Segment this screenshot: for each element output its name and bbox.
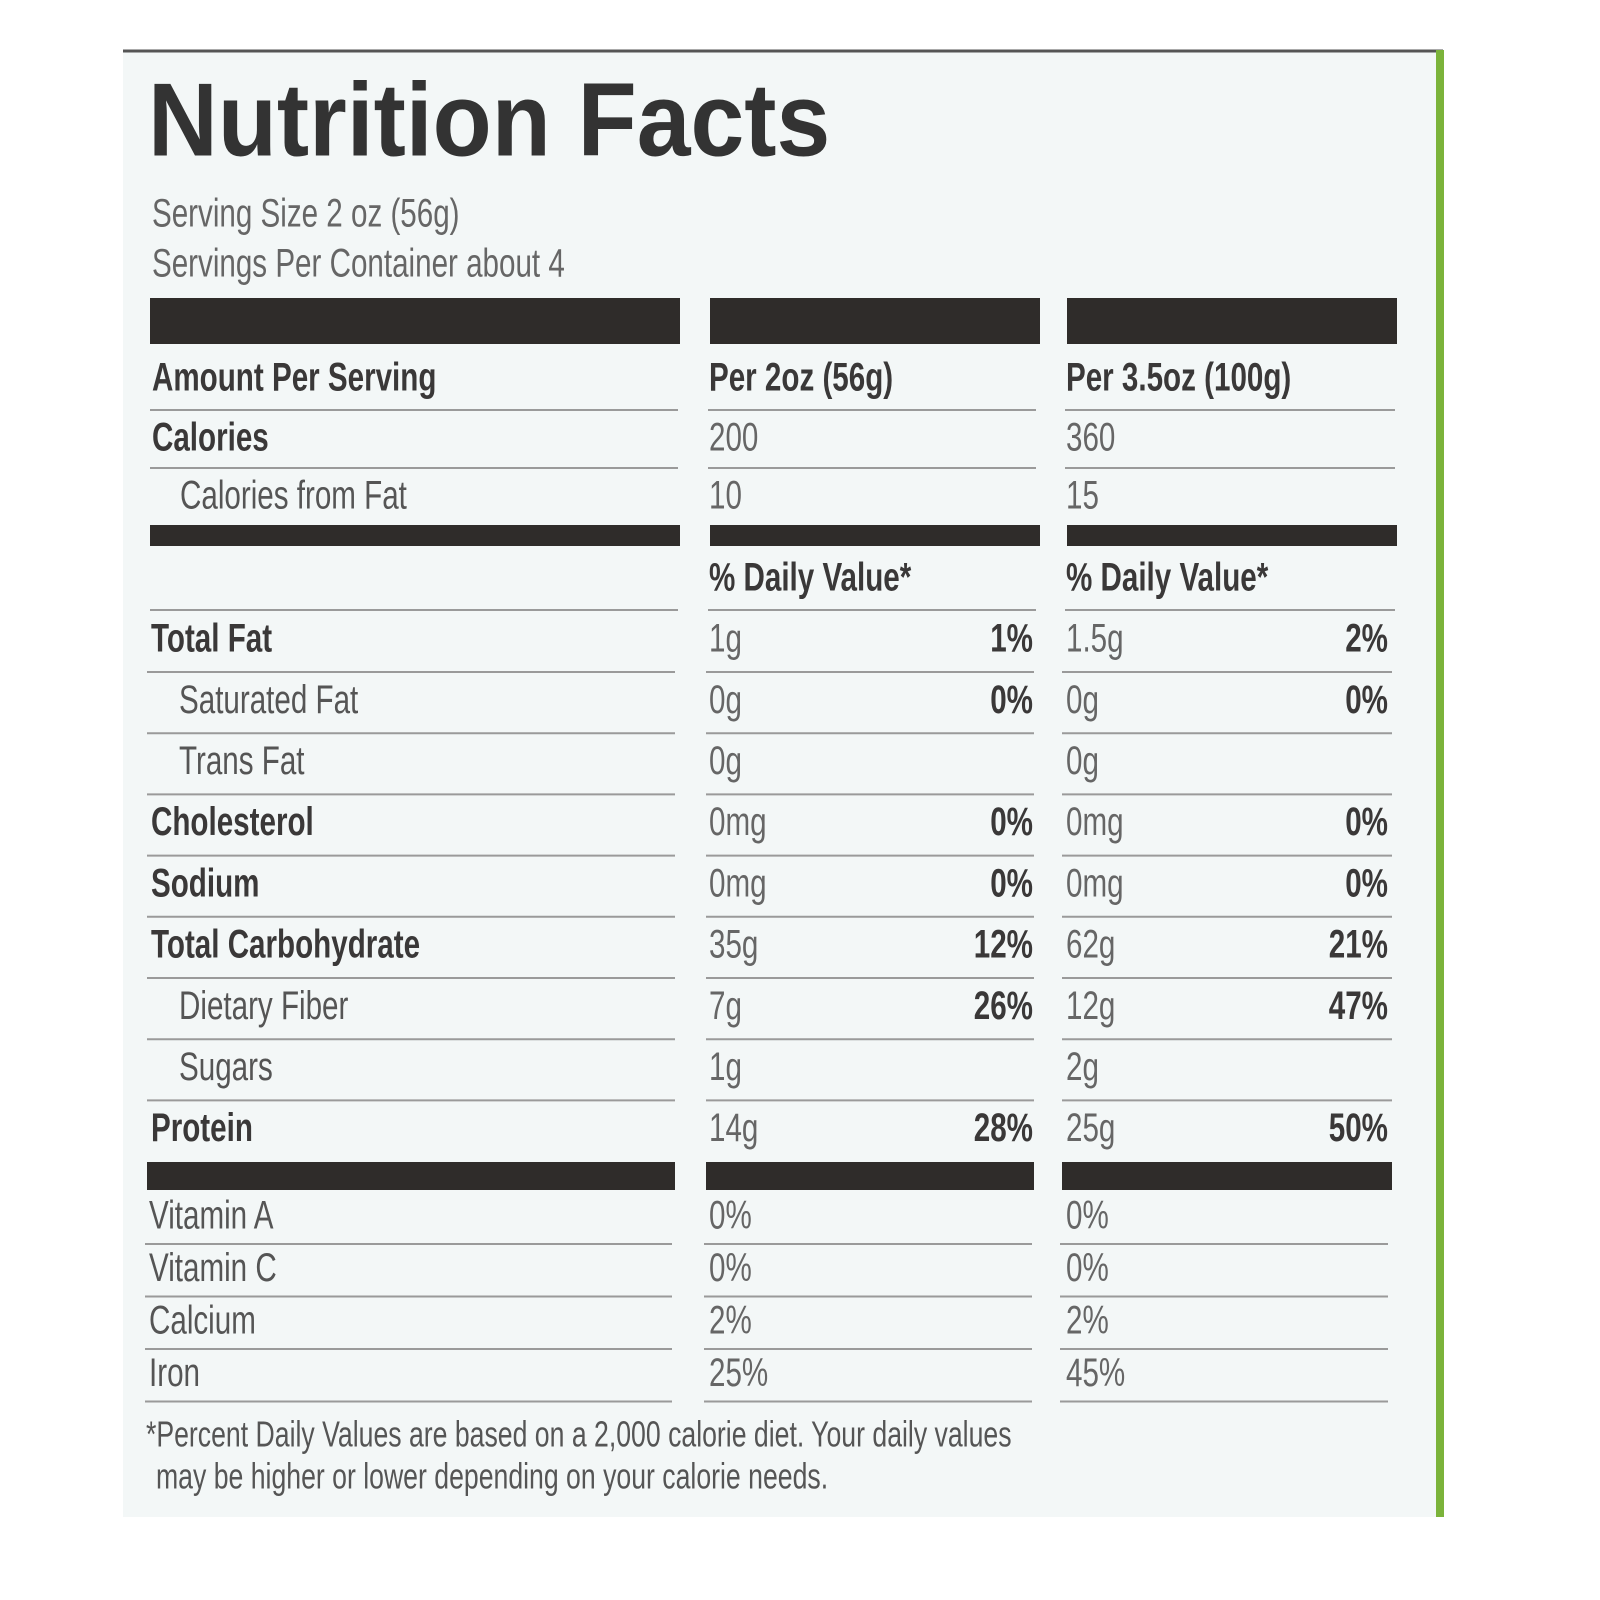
bar <box>150 525 680 546</box>
nutrient-label: Total Carbohydrate <box>151 922 420 966</box>
bar <box>710 298 1040 344</box>
footnote: may be higher or lower depending on your… <box>156 1456 828 1497</box>
amount: 12g <box>1066 984 1115 1028</box>
row-value: 200 <box>709 415 758 459</box>
vitamin-value: 0% <box>1066 1246 1109 1290</box>
vitamin-label: Calcium <box>149 1298 256 1342</box>
amount: 0mg <box>709 800 767 844</box>
daily-value: 28% <box>974 1106 1033 1150</box>
bar <box>147 1162 675 1190</box>
footnote: *Percent Daily Values are based on a 2,0… <box>146 1414 1012 1455</box>
row-value: 360 <box>1066 415 1115 459</box>
amount: 0g <box>709 678 742 722</box>
vitamin-value: 2% <box>709 1298 752 1342</box>
nutrient-label: Sodium <box>151 861 259 905</box>
nutrient-label: Saturated Fat <box>179 678 358 722</box>
nutrient-label: Trans Fat <box>179 739 305 783</box>
row-value: 10 <box>709 473 742 517</box>
nutrient-label: Total Fat <box>151 616 272 660</box>
column-header: Per 2oz (56g) <box>709 355 893 399</box>
amount: 1g <box>709 616 742 660</box>
daily-value: 47% <box>1329 984 1388 1028</box>
daily-value: 50% <box>1329 1106 1388 1150</box>
amount: 0g <box>1066 739 1099 783</box>
daily-value: 0% <box>990 800 1033 844</box>
row-label: Calories from Fat <box>180 473 407 517</box>
vitamin-value: 45% <box>1066 1351 1125 1395</box>
amount: 0mg <box>1066 861 1124 905</box>
daily-value: 1% <box>990 616 1033 660</box>
nutrient-label: Protein <box>151 1106 253 1150</box>
daily-value: 0% <box>1345 800 1388 844</box>
vitamin-label: Vitamin C <box>149 1246 277 1290</box>
vitamin-value: 2% <box>1066 1298 1109 1342</box>
amount: 25g <box>1066 1106 1115 1150</box>
vitamin-value: 0% <box>1066 1193 1109 1237</box>
bar <box>150 298 680 344</box>
column-header: Amount Per Serving <box>152 355 436 399</box>
bar <box>1062 1162 1392 1190</box>
serving-size: Serving Size 2 oz (56g) <box>152 191 460 235</box>
daily-value: 21% <box>1329 922 1388 966</box>
amount: 35g <box>709 922 758 966</box>
vitamin-value: 0% <box>709 1246 752 1290</box>
nutrient-label: Sugars <box>179 1045 273 1089</box>
title: Nutrition Facts <box>148 62 830 178</box>
vitamin-value: 25% <box>709 1351 768 1395</box>
vitamin-label: Vitamin A <box>149 1193 274 1237</box>
bar <box>706 1162 1034 1190</box>
row-value: 15 <box>1066 473 1099 517</box>
daily-value: 26% <box>974 984 1033 1028</box>
daily-value: 0% <box>990 861 1033 905</box>
amount: 62g <box>1066 922 1115 966</box>
amount: 7g <box>709 984 742 1028</box>
nutrient-label: Cholesterol <box>151 800 314 844</box>
row-label: Calories <box>152 415 269 459</box>
daily-value: 0% <box>1345 678 1388 722</box>
nutrient-label: Dietary Fiber <box>179 984 349 1028</box>
daily-value: 0% <box>1345 861 1388 905</box>
column-header: Per 3.5oz (100g) <box>1066 355 1291 399</box>
amount: 0g <box>709 739 742 783</box>
bar <box>710 525 1040 546</box>
vitamin-label: Iron <box>149 1351 200 1395</box>
panel <box>123 50 1443 1517</box>
vitamin-value: 0% <box>709 1193 752 1237</box>
amount: 0mg <box>1066 800 1124 844</box>
amount: 0mg <box>709 861 767 905</box>
daily-value: 2% <box>1345 616 1388 660</box>
amount: 1g <box>709 1045 742 1089</box>
dv-header: % Daily Value* <box>709 555 912 599</box>
green-edge <box>1436 50 1444 1517</box>
amount: 0g <box>1066 678 1099 722</box>
amount: 14g <box>709 1106 758 1150</box>
bar <box>1067 525 1397 546</box>
bar <box>1067 298 1397 344</box>
daily-value: 12% <box>974 922 1033 966</box>
amount: 1.5g <box>1066 616 1124 660</box>
dv-header: % Daily Value* <box>1066 555 1269 599</box>
amount: 2g <box>1066 1045 1099 1089</box>
servings-per-container: Servings Per Container about 4 <box>152 241 565 285</box>
daily-value: 0% <box>990 678 1033 722</box>
